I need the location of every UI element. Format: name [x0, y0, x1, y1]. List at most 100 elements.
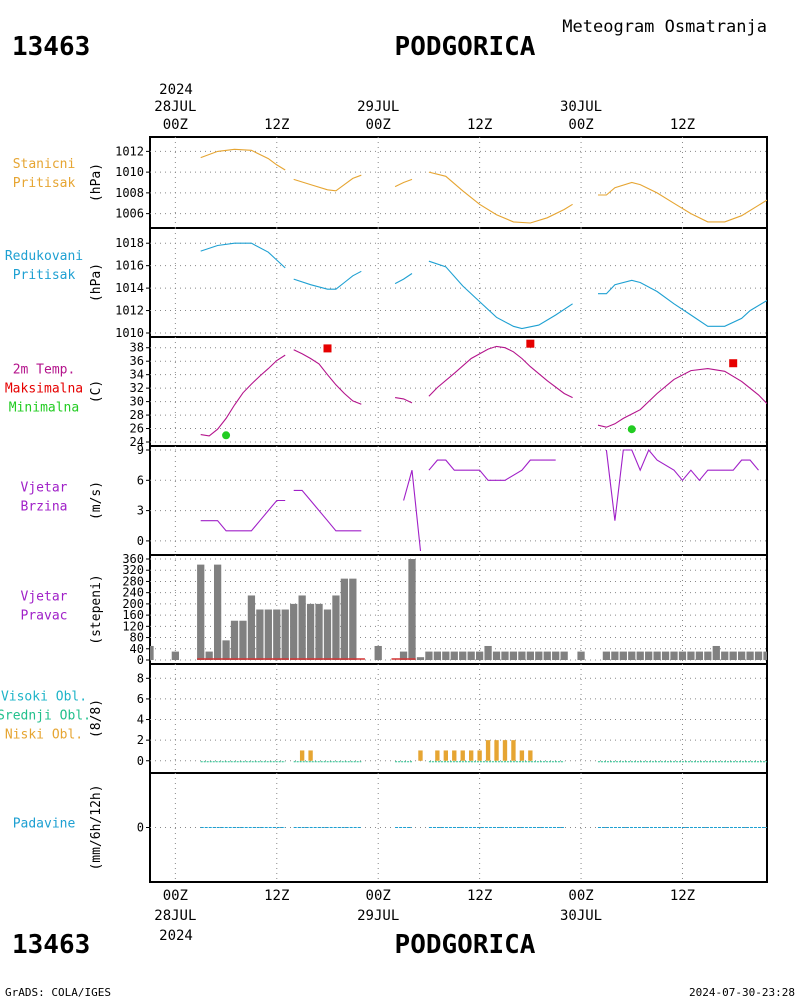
y-tick-label: 240 [122, 586, 144, 600]
y-tick-label: 28 [130, 408, 144, 422]
y-tick-label: 120 [122, 619, 144, 633]
y-tick-label: 36 [130, 354, 144, 368]
series-line-redukovani [200, 242, 286, 269]
direction-bar [273, 609, 281, 660]
unit-label-oblaci: (8/8) [89, 699, 104, 738]
direction-bar [687, 651, 695, 660]
direction-bar [349, 578, 357, 660]
low-cloud-bar [511, 740, 516, 761]
direction-bar [442, 651, 450, 660]
series-line-temp [428, 345, 573, 399]
low-cloud-bar [528, 750, 533, 761]
low-cloud-bar [494, 740, 499, 761]
low-cloud-bar [460, 750, 465, 761]
direction-bar [577, 651, 585, 660]
direction-bar [332, 595, 340, 660]
time-label-top: 12Z [670, 117, 695, 133]
y-tick-label: 80 [130, 631, 144, 645]
tmax-marker [323, 344, 332, 353]
panel-label-pravac: Vjetar [21, 590, 68, 605]
direction-bar [645, 651, 653, 660]
series-line-temp [200, 354, 286, 437]
series-line-stanicni [293, 174, 362, 192]
direction-bar [433, 651, 442, 660]
direction-bar [746, 651, 754, 660]
plot-area-temp [200, 339, 767, 440]
direction-bar [171, 651, 179, 660]
date-label-bottom: 30JUL [560, 908, 602, 924]
series-line-stanicni [394, 178, 413, 188]
y-tick-label: 34 [130, 368, 144, 382]
series-line-redukovani [428, 260, 573, 330]
direction-bar [222, 640, 230, 660]
time-label-bottom: 12Z [670, 888, 695, 904]
y-tick-label: 0 [137, 534, 144, 548]
direction-bar [738, 651, 746, 660]
low-cloud-bar [299, 750, 305, 761]
y-tick-label: 40 [130, 642, 144, 656]
direction-bar [492, 651, 501, 660]
direction-bar [475, 651, 484, 660]
series-line-redukovani [598, 279, 767, 327]
direction-bar [535, 651, 543, 660]
series-line-brzina [293, 489, 362, 532]
panel-label-brzina: Vjetar [21, 481, 68, 496]
direction-bar [611, 651, 619, 660]
direction-bar [256, 609, 264, 660]
panel-label-oblaci: Srednji Obl. [0, 709, 91, 724]
y-tick-label: 6 [137, 692, 144, 706]
y-tick-label: 6 [137, 473, 144, 487]
direction-bar [290, 603, 298, 660]
direction-bar [526, 651, 534, 660]
series-line-redukovani [293, 270, 362, 290]
unit-label-padavine: (mm/6h/12h) [89, 784, 104, 870]
direction-bar [416, 657, 425, 660]
direction-bar [281, 609, 289, 660]
panel-frame-brzina [149, 445, 768, 556]
direction-bar [315, 603, 323, 660]
direction-bar [636, 651, 644, 660]
panel-label-temp: Maksimalna [5, 382, 83, 397]
product-title: Meteogram Osmatranja [562, 17, 767, 37]
y-tick-label: 38 [130, 341, 144, 355]
panel-frames [149, 136, 768, 883]
panel-label-stanicni: Stanicni [13, 157, 76, 172]
y-tick-label: 200 [122, 597, 144, 611]
y-tick-label: 320 [122, 563, 144, 577]
direction-bar [230, 620, 239, 660]
panel-label-oblaci: Visoki Obl. [1, 690, 87, 705]
low-cloud-bar [485, 740, 491, 761]
panel-padavine: 0 (mm/6h/12h) Padavine [13, 773, 767, 882]
time-label-top: 00Z [568, 117, 593, 133]
direction-bar [298, 595, 306, 660]
date-label-top: 28JUL [154, 99, 196, 115]
direction-bar [712, 645, 720, 660]
y-tick-label: 1018 [115, 236, 144, 250]
y-tick-label: 26 [130, 422, 144, 436]
direction-bar [653, 651, 661, 660]
y-tick-label: 1006 [115, 207, 144, 221]
direction-bar [323, 609, 332, 660]
time-label-top: 12Z [264, 117, 289, 133]
direction-bar [340, 578, 349, 660]
low-cloud-bar [435, 750, 440, 761]
date-label-bottom: 29JUL [357, 908, 399, 924]
panel-label-temp: 2m Temp. [13, 363, 76, 378]
station-id-bottom: 13463 [12, 930, 90, 960]
y-tick-label: 1010 [115, 165, 144, 179]
low-cloud-bar [443, 750, 449, 761]
direction-bar [205, 651, 213, 660]
direction-bar [661, 651, 670, 660]
unit-label-temp: (C) [89, 380, 104, 403]
y-tick-label: 280 [122, 574, 144, 588]
series-line-stanicni [428, 171, 573, 224]
y-tick-label: 1016 [115, 259, 144, 273]
station-name-bottom: PODGORICA [395, 930, 536, 960]
y-tick-label: 0 [137, 754, 144, 768]
panel-frame-temp [149, 336, 768, 447]
year-bottom: 2024 [159, 928, 193, 944]
station-name-top: PODGORICA [395, 32, 536, 62]
series-line-brzina [605, 448, 759, 521]
direction-bar [560, 651, 568, 660]
